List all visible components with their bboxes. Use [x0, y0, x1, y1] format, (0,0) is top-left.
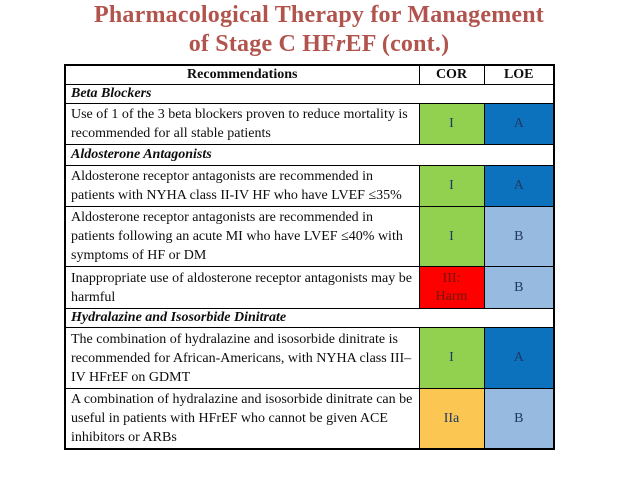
cor-cell: I: [418, 206, 485, 267]
slide-title: Pharmacological Therapy for Management o…: [0, 1, 638, 59]
table-row: Use of 1 of the 3 beta blockers proven t…: [64, 103, 555, 145]
recommendation-text: The combination of hydralazine and isoso…: [64, 327, 420, 389]
loe-cell: A: [483, 165, 555, 207]
column-header-cor: COR: [418, 64, 485, 85]
recommendation-text: Inappropriate use of aldosterone recepto…: [64, 266, 420, 309]
recommendation-text: Aldosterone receptor antagonists are rec…: [64, 165, 420, 207]
table-row: The combination of hydralazine and isoso…: [64, 327, 555, 389]
section-row-hydralazine-isosorbide: Hydralazine and Isosorbide Dinitrate: [64, 308, 555, 328]
section-row-beta-blockers: Beta Blockers: [64, 84, 555, 104]
recommendation-text: Use of 1 of the 3 beta blockers proven t…: [64, 103, 420, 145]
loe-cell: B: [483, 206, 555, 267]
cor-cell: I: [418, 165, 485, 207]
loe-cell: B: [483, 388, 555, 450]
table-row: Aldosterone receptor antagonists are rec…: [64, 165, 555, 207]
recommendation-text: Aldosterone receptor antagonists are rec…: [64, 206, 420, 267]
slide-title-line-1: Pharmacological Therapy for Management: [94, 2, 544, 28]
section-label: Aldosterone Antagonists: [64, 144, 555, 166]
slide-title-line-2: of Stage C HFrEF (cont.): [188, 31, 450, 57]
loe-cell: A: [483, 327, 555, 389]
section-label: Hydralazine and Isosorbide Dinitrate: [64, 308, 555, 328]
cor-cell: I: [418, 103, 485, 145]
recommendation-text: A combination of hydralazine and isosorb…: [64, 388, 420, 450]
cor-cell: IIa: [418, 388, 485, 450]
section-label: Beta Blockers: [64, 84, 555, 104]
loe-cell: A: [483, 103, 555, 145]
table-row: A combination of hydralazine and isosorb…: [64, 388, 555, 450]
loe-cell: B: [483, 266, 555, 309]
table-row: Inappropriate use of aldosterone recepto…: [64, 266, 555, 309]
section-row-aldosterone-antagonists: Aldosterone Antagonists: [64, 144, 555, 166]
table-row: Aldosterone receptor antagonists are rec…: [64, 206, 555, 267]
slide-title-italic-r: r: [335, 31, 346, 57]
recommendations-table: Recommendations COR LOE Beta Blockers Us…: [64, 64, 555, 450]
table-header-row: Recommendations COR LOE: [64, 64, 555, 85]
column-header-loe: LOE: [483, 64, 555, 85]
cor-cell-harm: III: Harm: [418, 266, 485, 309]
column-header-recommendations: Recommendations: [64, 64, 420, 85]
cor-cell: I: [418, 327, 485, 389]
